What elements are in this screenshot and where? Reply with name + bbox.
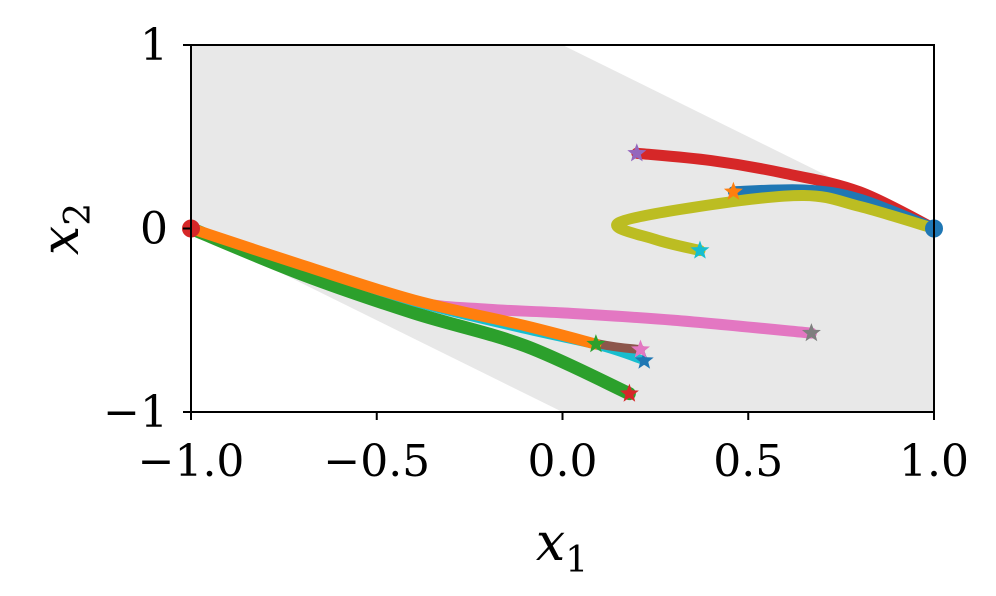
end-marker-6: [631, 339, 650, 358]
x-tick-label-2: 0.0: [528, 436, 598, 487]
end-marker-4: [619, 383, 639, 402]
plot-clipped-group: [191, 45, 934, 412]
x-axis-label-sub: 1: [565, 540, 588, 581]
x-tick-label-1: −0.5: [323, 436, 430, 487]
x-tick-label-0: −1.0: [138, 436, 245, 487]
trajectory-7: [191, 223, 602, 350]
y-tick-label-0: −1: [103, 387, 168, 438]
trajectory-4: [191, 222, 636, 401]
end-marker-2: [690, 240, 710, 259]
end-marker-0: [627, 143, 647, 162]
plot-area: [182, 45, 943, 412]
y-tick-label-1: 0: [140, 204, 168, 255]
feasible-region: [191, 45, 934, 412]
y-axis-label-base: x: [31, 226, 91, 255]
x-tick-label-3: 0.5: [713, 436, 783, 487]
end-marker-1: [723, 181, 743, 200]
end-marker-3: [801, 323, 821, 342]
end-marker-7: [586, 334, 606, 353]
axes: −1.0 −0.5 0.0 0.5 1.0 −1 0 1: [103, 20, 969, 487]
x-axis-label: x1: [536, 513, 588, 581]
x-axis-label-base: x: [536, 513, 565, 573]
trajectory-2: [611, 189, 934, 257]
y-axis-label-sub: 2: [58, 203, 99, 226]
y-axis-label: x2: [31, 203, 99, 255]
end-marker-5: [634, 350, 654, 369]
x-tick-label-4: 1.0: [899, 436, 969, 487]
y-tick-label-2: 1: [140, 20, 168, 71]
